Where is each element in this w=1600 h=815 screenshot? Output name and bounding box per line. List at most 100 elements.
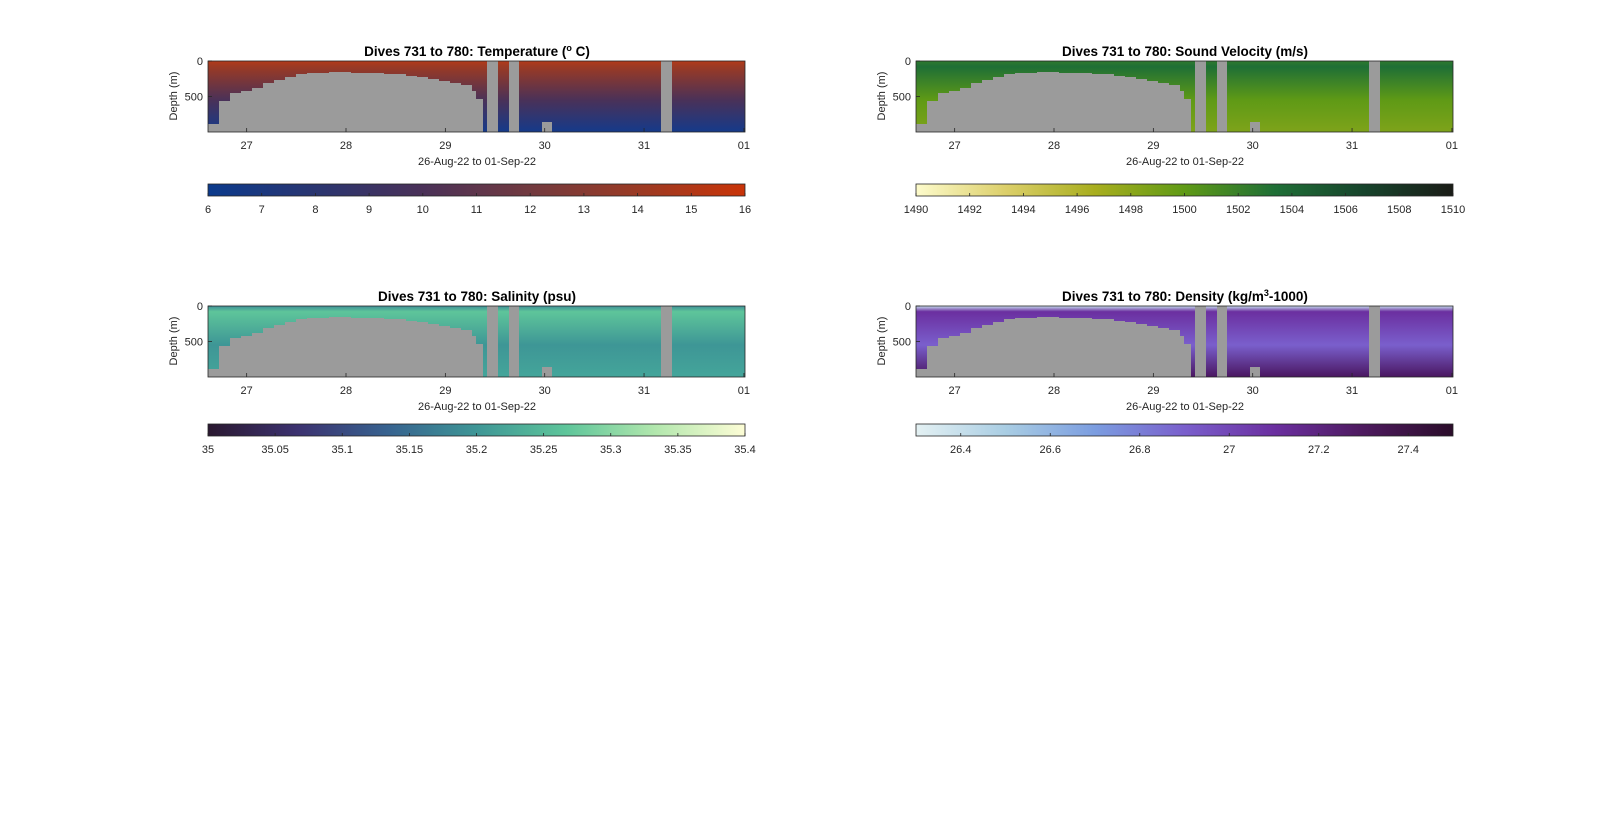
colorbar-tick-label: 1492 [957, 204, 981, 216]
colorbar-tick-label: 15 [685, 204, 697, 216]
depth-tick-label: 500 [893, 92, 911, 104]
sound-velocity-depth-axis-label: Depth (m) [876, 72, 888, 121]
date-tick-label: 29 [439, 140, 451, 152]
colorbar-tick-label: 1498 [1119, 204, 1143, 216]
colorbar-tick-label: 27.2 [1308, 444, 1329, 456]
density-title: Dives 731 to 780: Density (kg/m3-1000) [1062, 288, 1308, 304]
date-tick-label: 27 [241, 385, 253, 397]
colorbar-tick-label: 1506 [1333, 204, 1357, 216]
density-time-axis-label: 26-Aug-22 to 01-Sep-22 [1126, 401, 1244, 413]
date-tick-label: 27 [949, 385, 961, 397]
date-tick-label: 30 [1247, 140, 1259, 152]
date-tick-label: 29 [1147, 140, 1159, 152]
colorbar-tick-label: 13 [578, 204, 590, 216]
no-data-region [208, 72, 483, 132]
salinity-colorbar: 35 35.05 35.1 35.15 35.2 35.25 35.3 35.35 35.4 [202, 423, 756, 456]
temperature-time-axis-label: 26-Aug-22 to 01-Sep-22 [418, 156, 536, 168]
depth-tick-label: 0 [197, 301, 203, 313]
no-data-gap [661, 306, 672, 377]
colorbar-tick-label: 10 [417, 204, 429, 216]
no-data-gap [1195, 61, 1206, 132]
colorbar-tick-label: 26.8 [1129, 444, 1150, 456]
salinity-time-axis-label: 26-Aug-22 to 01-Sep-22 [418, 401, 536, 413]
colorbar-tick-label: 8 [312, 204, 318, 216]
date-tick-label: 31 [1346, 140, 1358, 152]
no-data-gap [1217, 306, 1227, 377]
colorbar-tick-label: 12 [524, 204, 536, 216]
sound-velocity-panel: Dives 731 to 780: Sound Velocity (m/s) 0… [876, 44, 1465, 216]
colorbar-tick-label: 35.25 [530, 444, 558, 456]
date-tick-label: 30 [539, 385, 551, 397]
no-data-gap [1217, 61, 1227, 132]
no-data-gap [487, 61, 498, 132]
colorbar-tick-label: 1502 [1226, 204, 1250, 216]
colorbar-tick-label: 1494 [1011, 204, 1035, 216]
density-panel: Dives 731 to 780: Density (kg/m3-1000) 0… [876, 288, 1458, 456]
no-data-gap [487, 306, 498, 377]
date-tick-label: 01 [1446, 385, 1458, 397]
no-data-gap [509, 306, 519, 377]
colorbar-tick-label: 35.05 [261, 444, 289, 456]
colorbar-tick-label: 1496 [1065, 204, 1089, 216]
date-tick-label: 29 [439, 385, 451, 397]
date-tick-label: 28 [1048, 140, 1060, 152]
date-tick-label: 28 [1048, 385, 1060, 397]
temperature-depth-axis-label: Depth (m) [168, 72, 180, 121]
sound-velocity-title: Dives 731 to 780: Sound Velocity (m/s) [1062, 44, 1308, 59]
colorbar-tick-label: 35.15 [396, 444, 424, 456]
sound-velocity-time-axis-label: 26-Aug-22 to 01-Sep-22 [1126, 156, 1244, 168]
salinity-section-plot: 0 500 27 28 29 30 31 01 [185, 301, 750, 397]
colorbar-tick-label: 1510 [1441, 204, 1465, 216]
date-tick-label: 29 [1147, 385, 1159, 397]
salinity-panel: Dives 731 to 780: Salinity (psu) 0 500 27 2… [168, 289, 756, 456]
date-tick-label: 30 [1247, 385, 1259, 397]
depth-tick-label: 0 [905, 301, 911, 313]
date-tick-label: 01 [1446, 140, 1458, 152]
depth-tick-label: 500 [893, 337, 911, 349]
colorbar-tick-label: 11 [471, 204, 482, 216]
colorbar-tick-label: 35.35 [664, 444, 692, 456]
colorbar-tick-label: 35.1 [332, 444, 353, 456]
colorbar-tick-label: 7 [259, 204, 265, 216]
date-tick-label: 28 [340, 385, 352, 397]
depth-tick-label: 500 [185, 92, 203, 104]
colorbar-tick-label: 35.3 [600, 444, 621, 456]
temperature-title: Dives 731 to 780: Temperature (o C) [364, 43, 590, 59]
no-data-gap [1195, 306, 1206, 377]
no-data-region [916, 317, 1191, 377]
temperature-section-plot: 0 500 27 28 29 30 31 01 [185, 56, 750, 152]
no-data-gap [1369, 306, 1380, 377]
date-tick-label: 27 [949, 140, 961, 152]
depth-tick-label: 0 [905, 56, 911, 68]
date-tick-label: 31 [638, 140, 650, 152]
date-tick-label: 31 [638, 385, 650, 397]
date-tick-label: 27 [241, 140, 253, 152]
depth-tick-label: 0 [197, 56, 203, 68]
colorbar-scale [915, 423, 1454, 437]
sound-velocity-colorbar: 1490 1492 1494 1496 1498 1500 1502 1504 1506 1508… [904, 183, 1465, 216]
colorbar-tick-label: 1490 [904, 204, 928, 216]
depth-tick-label: 500 [185, 337, 203, 349]
no-data-region [916, 72, 1191, 132]
colorbar-tick-label: 35 [202, 444, 214, 456]
density-depth-axis-label: Depth (m) [876, 317, 888, 366]
colorbar-tick-label: 9 [366, 204, 372, 216]
colorbar-tick-label: 35.2 [466, 444, 487, 456]
colorbar-tick-label: 16 [739, 204, 751, 216]
no-data-gap [661, 61, 672, 132]
temperature-panel: Dives 731 to 780: Temperature (o C) 0 500… [168, 43, 751, 216]
sound-velocity-section-plot: 0 500 27 28 29 30 31 01 [893, 56, 1458, 152]
date-tick-label: 31 [1346, 385, 1358, 397]
density-colorbar: 26.4 26.6 26.8 27 27.2 27.4 [915, 423, 1454, 456]
colorbar-tick-label: 26.4 [950, 444, 971, 456]
no-data-gap [509, 61, 519, 132]
date-tick-label: 01 [738, 140, 750, 152]
date-tick-label: 01 [738, 385, 750, 397]
colorbar-tick-label: 14 [631, 204, 643, 216]
density-section-plot: 0 500 27 28 29 30 31 01 [893, 301, 1458, 397]
colorbar-tick-label: 1508 [1387, 204, 1411, 216]
colorbar-tick-label: 1504 [1280, 204, 1304, 216]
colorbar-tick-label: 27 [1223, 444, 1235, 456]
no-data-gap [542, 367, 552, 377]
